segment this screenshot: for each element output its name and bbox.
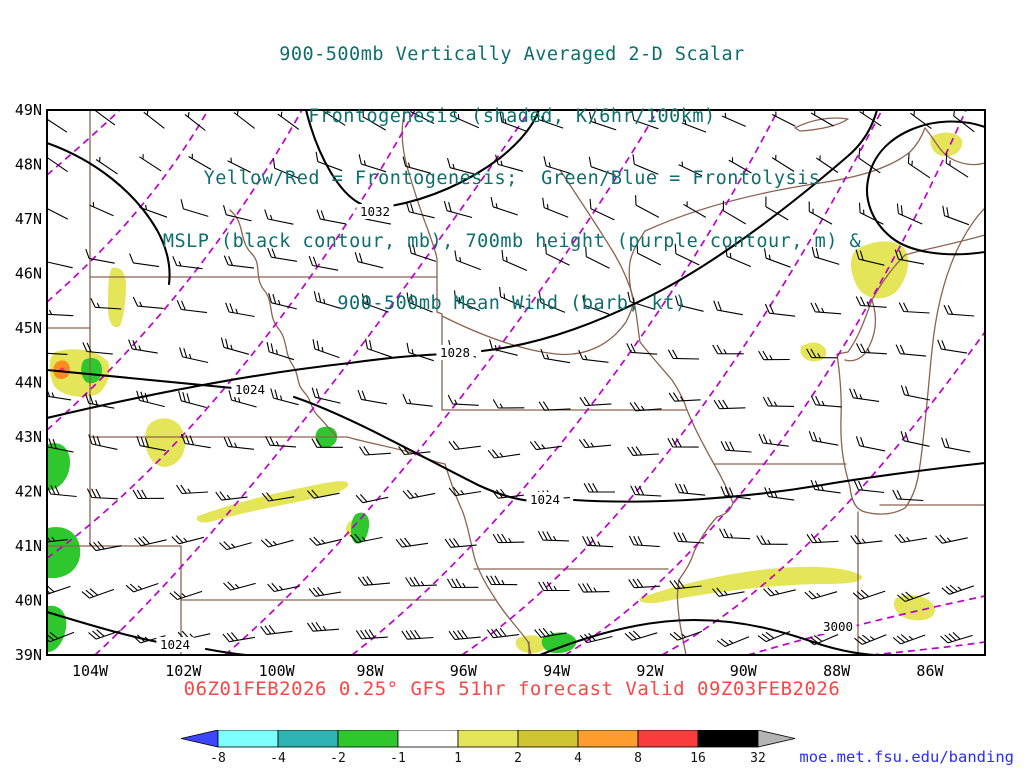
svg-text:47N: 47N bbox=[15, 210, 42, 228]
svg-text:3000: 3000 bbox=[823, 619, 853, 634]
svg-text:-1: -1 bbox=[390, 751, 406, 766]
latitude-axis: 49N 48N 47N 46N 45N 44N 43N 42N 41N 40N 39N bbox=[15, 101, 42, 664]
svg-text:46N: 46N bbox=[15, 265, 42, 283]
map-border bbox=[46, 109, 986, 656]
svg-text:4: 4 bbox=[574, 751, 582, 766]
svg-text:94W: 94W bbox=[543, 662, 571, 680]
colorbar-scale: -8 -4 -2 -1 1 2 4 8 16 32 bbox=[180, 729, 796, 766]
mslp-contours bbox=[47, 110, 985, 655]
svg-text:1028: 1028 bbox=[440, 345, 470, 360]
svg-text:92W: 92W bbox=[636, 662, 664, 680]
svg-text:32: 32 bbox=[750, 751, 766, 766]
svg-text:-4: -4 bbox=[270, 751, 286, 766]
svg-text:45N: 45N bbox=[15, 319, 42, 337]
forecast-valid-line: 06Z01FEB2026 0.25° GFS 51hr forecast Val… bbox=[183, 678, 841, 700]
svg-text:96W: 96W bbox=[450, 662, 478, 680]
svg-text:100W: 100W bbox=[259, 662, 296, 680]
svg-text:1: 1 bbox=[454, 751, 462, 766]
title-line-5: 900-500mb Mean Wind (barb, kt) bbox=[337, 293, 687, 315]
svg-text:49N: 49N bbox=[15, 101, 42, 119]
svg-text:104W: 104W bbox=[72, 662, 109, 680]
svg-text:2: 2 bbox=[514, 751, 522, 766]
plot-title: 900-500mb Vertically Averaged 2-D Scalar… bbox=[0, 3, 1024, 357]
svg-text:16: 16 bbox=[690, 751, 706, 766]
weather-map: 1032 1028 1024 1024 1024 3000 49N 48N 47N 46N 45N… bbox=[15, 101, 986, 680]
svg-text:-2: -2 bbox=[330, 751, 346, 766]
svg-text:-8: -8 bbox=[210, 751, 226, 766]
title-line-4: MSLP (black contour, mb), 700mb height (… bbox=[162, 230, 862, 252]
svg-text:1024: 1024 bbox=[235, 382, 265, 397]
svg-text:41N: 41N bbox=[15, 537, 42, 555]
longitude-axis: 104W 102W 100W 98W 96W 94W 92W 90W 88W 86W bbox=[72, 662, 945, 680]
svg-text:48N: 48N bbox=[15, 156, 42, 174]
svg-text:40N: 40N bbox=[15, 592, 42, 610]
svg-text:86W: 86W bbox=[916, 662, 944, 680]
svg-text:42N: 42N bbox=[15, 483, 42, 501]
contour-labels: 1032 1028 1024 1024 1024 3000 bbox=[156, 204, 857, 652]
svg-text:88W: 88W bbox=[823, 662, 851, 680]
svg-text:39N: 39N bbox=[15, 646, 42, 664]
svg-text:1024: 1024 bbox=[530, 492, 560, 507]
wind-barbs bbox=[47, 110, 975, 648]
svg-text:43N: 43N bbox=[15, 428, 42, 446]
height-contours bbox=[47, 110, 985, 655]
svg-text:102W: 102W bbox=[165, 662, 202, 680]
title-line-1: 900-500mb Vertically Averaged 2-D Scalar bbox=[279, 43, 745, 65]
svg-text:44N: 44N bbox=[15, 374, 42, 392]
svg-text:1024: 1024 bbox=[160, 637, 190, 652]
svg-text:90W: 90W bbox=[730, 662, 758, 680]
colorbar: -8 -4 -2 -1 1 2 4 8 16 32 bbox=[178, 729, 798, 768]
svg-text:8: 8 bbox=[634, 751, 642, 766]
source-url: moe.met.fsu.edu/banding bbox=[799, 748, 1014, 766]
title-line-2: Frontogenesis (shaded, K/6hr/100km) bbox=[308, 105, 716, 127]
svg-text:1032: 1032 bbox=[360, 204, 390, 219]
svg-text:98W: 98W bbox=[356, 662, 384, 680]
title-line-3: Yellow/Red = Frontogenesis; Green/Blue =… bbox=[203, 168, 821, 190]
